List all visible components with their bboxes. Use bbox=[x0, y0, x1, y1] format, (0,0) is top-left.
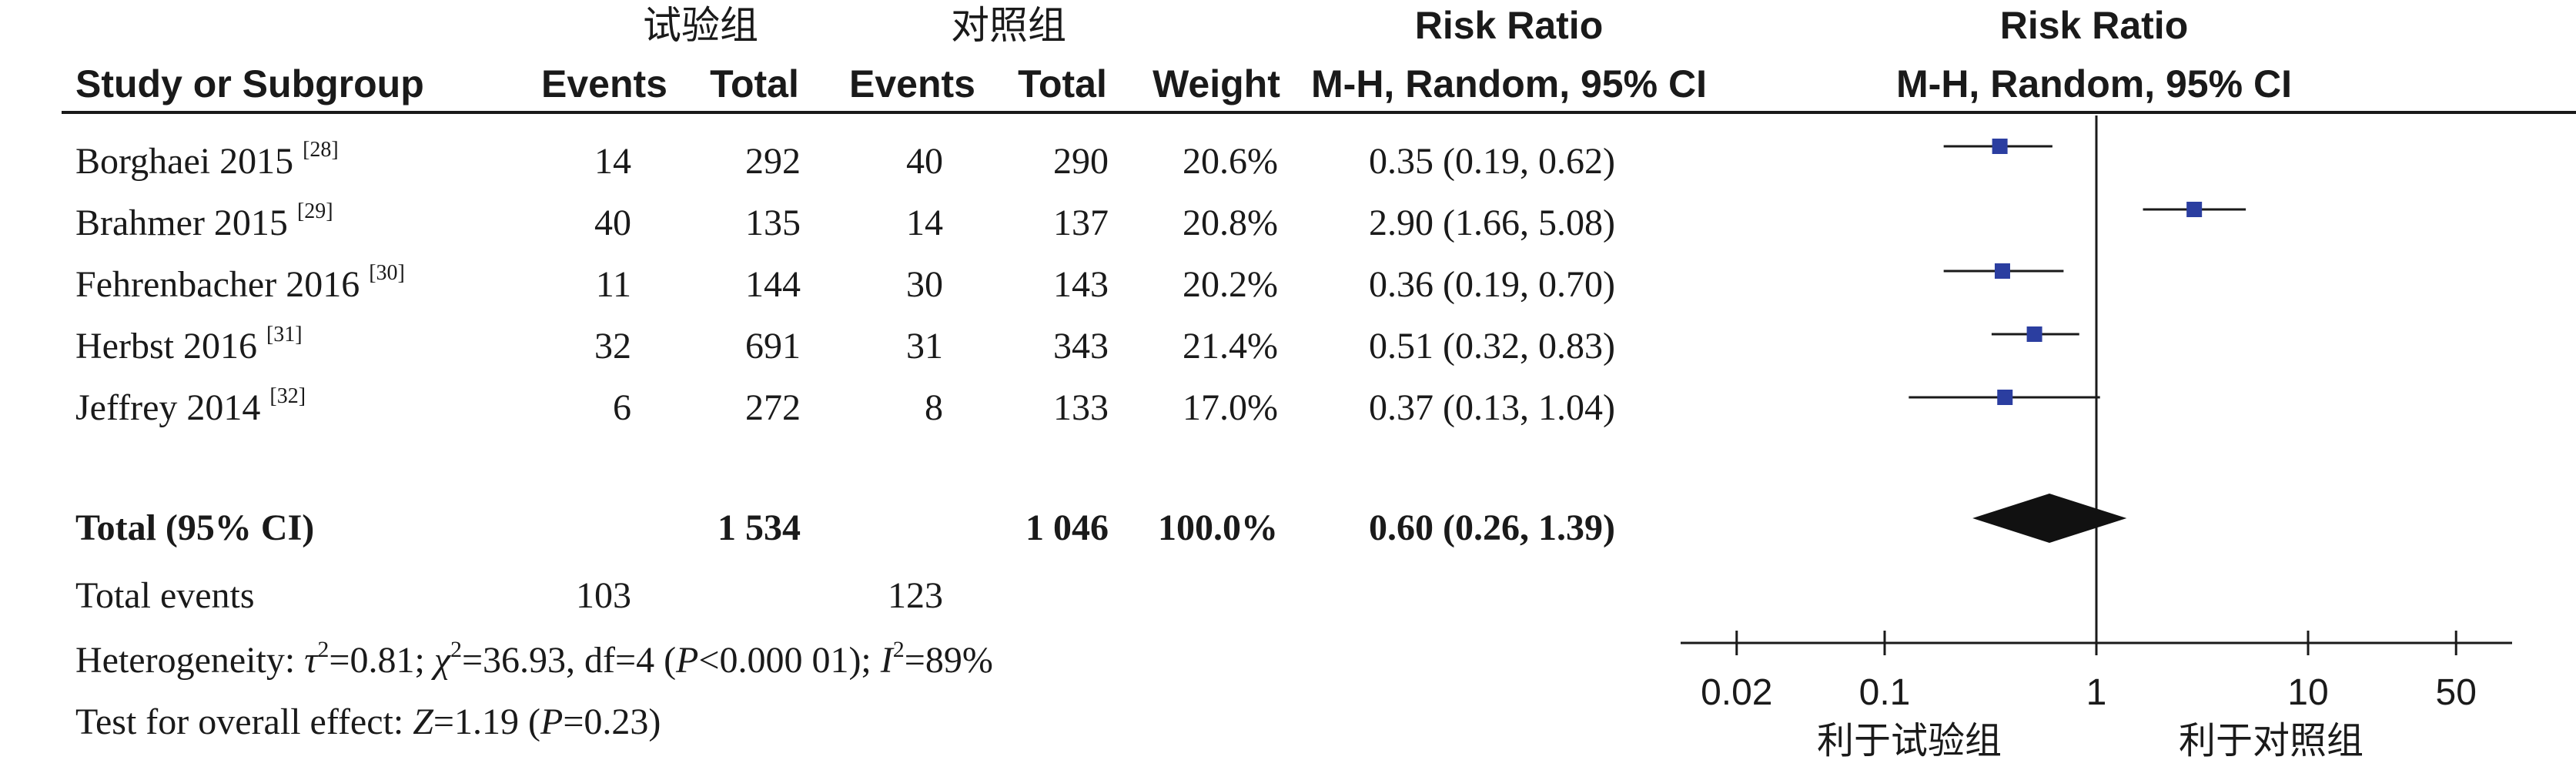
weight-header: Weight bbox=[1153, 62, 1280, 105]
ci-cell: 0.51 (0.32, 0.83) bbox=[1369, 326, 1615, 367]
ctrl-events-cell: 31 bbox=[906, 326, 943, 367]
weight-cell: 20.6% bbox=[1183, 141, 1278, 182]
weight-cell: 17.0% bbox=[1183, 387, 1278, 428]
exp-total-cell: 292 bbox=[745, 141, 801, 182]
method-header: M-H, Random, 95% CI bbox=[1311, 62, 1707, 105]
ci-cell: 0.35 (0.19, 0.62) bbox=[1369, 141, 1615, 182]
exp-total-header: Total bbox=[710, 62, 799, 105]
exp-events-cell: 14 bbox=[594, 141, 631, 182]
study-column-header: Study or Subgroup bbox=[75, 62, 424, 105]
exp-events-cell: 6 bbox=[613, 387, 631, 428]
study-reference: [28] bbox=[303, 138, 339, 162]
point-estimate-marker bbox=[2186, 202, 2203, 217]
control-group-header: 对照组 bbox=[951, 3, 1066, 48]
x-tick-label: 0.1 bbox=[1859, 672, 1911, 713]
favours-experimental-label: 利于试验组 bbox=[1816, 719, 2002, 762]
exp-events-header: Events bbox=[541, 62, 667, 105]
weight-cell: 20.8% bbox=[1183, 203, 1278, 243]
study-reference: [30] bbox=[369, 261, 405, 285]
study-name: Borghaei 2015 [28] bbox=[75, 138, 339, 182]
x-tick-label: 1 bbox=[2086, 672, 2107, 713]
total-weight-cell: 100.0% bbox=[1158, 507, 1278, 548]
ctrl-events-cell: 30 bbox=[906, 264, 943, 305]
x-tick-label: 0.02 bbox=[1701, 672, 1772, 713]
exp-events-cell: 40 bbox=[594, 203, 631, 243]
ci-cell: 0.36 (0.19, 0.70) bbox=[1369, 264, 1615, 305]
study-name: Fehrenbacher 2016 [30] bbox=[75, 261, 405, 305]
x-tick-label: 10 bbox=[2287, 672, 2328, 713]
risk-ratio-plot-header: Risk Ratio bbox=[1999, 4, 2189, 47]
study-name: Jeffrey 2014 [32] bbox=[75, 384, 306, 428]
favours-control-label: 利于对照组 bbox=[2178, 719, 2364, 762]
pooled-estimate-diamond bbox=[1972, 494, 2127, 543]
total-ctrl-cell: 1 046 bbox=[1025, 507, 1109, 548]
total-events-label: Total events bbox=[75, 575, 255, 616]
ctrl-total-cell: 343 bbox=[1053, 326, 1109, 367]
study-name: Brahmer 2015 [29] bbox=[75, 199, 333, 243]
study-reference: [31] bbox=[266, 323, 303, 346]
heterogeneity-stats: Heterogeneity: τ2=0.81; χ2=36.93, df=4 (… bbox=[75, 637, 993, 681]
ctrl-events-cell: 8 bbox=[925, 387, 943, 428]
experimental-group-header: 试验组 bbox=[643, 3, 758, 48]
weight-cell: 21.4% bbox=[1183, 326, 1278, 367]
method-plot-header: M-H, Random, 95% CI bbox=[1896, 62, 2292, 105]
ctrl-total-cell: 133 bbox=[1053, 387, 1109, 428]
exp-events-cell: 32 bbox=[594, 326, 631, 367]
header-divider bbox=[62, 111, 2576, 114]
total-exp-cell: 1 534 bbox=[718, 507, 801, 548]
ctrl-events-header: Events bbox=[849, 62, 975, 105]
study-reference: [29] bbox=[296, 199, 333, 223]
ctrl-total-cell: 290 bbox=[1053, 141, 1109, 182]
x-tick-label: 50 bbox=[2436, 672, 2477, 713]
weight-cell: 20.2% bbox=[1183, 264, 1278, 305]
exp-total-cell: 691 bbox=[745, 326, 801, 367]
ctrl-total-header: Total bbox=[1018, 62, 1107, 105]
ctrl-total-cell: 137 bbox=[1053, 203, 1109, 243]
overall-effect-stats: Test for overall effect: Z=1.19 (P=0.23) bbox=[75, 701, 661, 742]
ctrl-events-cell: 14 bbox=[906, 203, 943, 243]
point-estimate-marker bbox=[1994, 263, 2010, 279]
ci-cell: 2.90 (1.66, 5.08) bbox=[1369, 203, 1615, 243]
point-estimate-marker bbox=[2026, 326, 2042, 342]
total-label: Total (95% CI) bbox=[75, 507, 315, 548]
ctrl-events-cell: 40 bbox=[906, 141, 943, 182]
point-estimate-marker bbox=[1997, 390, 2013, 405]
exp-total-cell: 272 bbox=[745, 387, 801, 428]
ci-cell: 0.37 (0.13, 1.04) bbox=[1369, 387, 1615, 428]
exp-events-cell: 11 bbox=[595, 264, 631, 305]
total-events-exp: 103 bbox=[576, 575, 631, 616]
exp-total-cell: 135 bbox=[745, 203, 801, 243]
total-ci-cell: 0.60 (0.26, 1.39) bbox=[1369, 507, 1615, 548]
exp-total-cell: 144 bbox=[745, 264, 801, 305]
study-name: Herbst 2016 [31] bbox=[75, 323, 303, 367]
risk-ratio-header: Risk Ratio bbox=[1414, 4, 1604, 47]
total-events-ctrl: 123 bbox=[888, 575, 943, 616]
study-reference: [32] bbox=[269, 384, 306, 408]
point-estimate-marker bbox=[1992, 139, 2008, 154]
ctrl-total-cell: 143 bbox=[1053, 264, 1109, 305]
